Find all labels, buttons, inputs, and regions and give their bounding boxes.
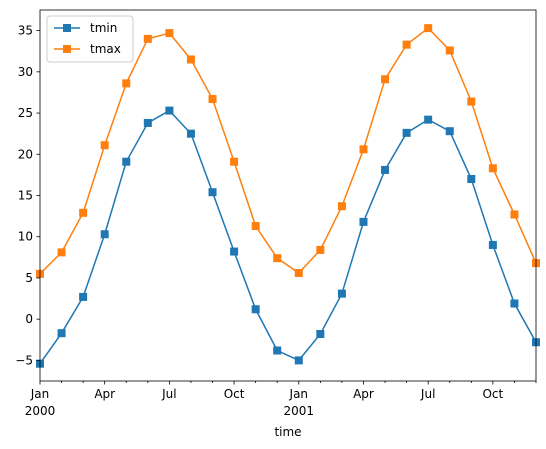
x-tick-label: Apr bbox=[94, 387, 115, 401]
data-point bbox=[402, 128, 411, 137]
y-tick-label: 15 bbox=[18, 189, 33, 203]
x-tick-label: Jan bbox=[289, 387, 309, 401]
data-point bbox=[424, 115, 433, 124]
data-point bbox=[186, 129, 195, 138]
series-line bbox=[39, 27, 537, 275]
data-point bbox=[359, 145, 368, 154]
data-point bbox=[273, 346, 282, 355]
data-point bbox=[316, 245, 325, 254]
data-point bbox=[251, 222, 260, 231]
x-axis-title: time bbox=[274, 425, 301, 439]
data-point bbox=[488, 164, 497, 173]
data-point bbox=[424, 24, 433, 33]
data-point bbox=[208, 95, 217, 104]
x-tick-sublabel: 2001 bbox=[284, 404, 315, 418]
legend-label: tmax bbox=[90, 42, 121, 56]
y-tick-label: −5 bbox=[15, 353, 33, 367]
x-tick-label: Jan bbox=[30, 387, 50, 401]
data-point bbox=[337, 202, 346, 211]
legend: tmin tmax bbox=[46, 15, 134, 63]
y-tick-label: 10 bbox=[18, 230, 33, 244]
data-point bbox=[381, 165, 390, 174]
data-point bbox=[294, 356, 303, 365]
series-tmax bbox=[36, 24, 540, 278]
data-point bbox=[251, 305, 260, 314]
legend-label: tmin bbox=[90, 21, 117, 35]
y-tick-label: 35 bbox=[18, 24, 33, 38]
data-point bbox=[230, 157, 239, 166]
legend-item-tmin: tmin bbox=[54, 21, 117, 35]
data-point bbox=[165, 29, 174, 38]
data-point bbox=[100, 230, 109, 239]
series-tmin bbox=[36, 106, 540, 368]
axes-frame bbox=[39, 9, 537, 382]
data-point bbox=[57, 248, 66, 257]
data-point bbox=[230, 247, 239, 256]
x-tick-sublabel: 2000 bbox=[25, 404, 56, 418]
series-line bbox=[39, 109, 537, 365]
x-tick-label: Jul bbox=[420, 387, 435, 401]
data-point bbox=[122, 79, 131, 88]
data-point bbox=[273, 254, 282, 263]
data-point bbox=[143, 118, 152, 127]
x-tick-label: Apr bbox=[353, 387, 374, 401]
data-point bbox=[359, 217, 368, 226]
data-point bbox=[445, 127, 454, 136]
x-tick-label: Oct bbox=[224, 387, 245, 401]
x-tick-label: Oct bbox=[482, 387, 503, 401]
data-point bbox=[510, 299, 519, 308]
series-layer bbox=[36, 24, 540, 368]
y-tick-label: 20 bbox=[18, 147, 33, 161]
data-point bbox=[143, 34, 152, 43]
data-point bbox=[467, 97, 476, 106]
data-point bbox=[316, 330, 325, 339]
y-tick-label: 0 bbox=[25, 312, 33, 326]
data-point bbox=[445, 46, 454, 55]
data-point bbox=[510, 210, 519, 219]
y-tick-label: 25 bbox=[18, 106, 33, 120]
legend-marker bbox=[63, 45, 71, 53]
data-point bbox=[100, 141, 109, 150]
data-point bbox=[467, 175, 476, 184]
y-tick-label: 5 bbox=[25, 271, 33, 285]
data-point bbox=[208, 188, 217, 197]
data-point bbox=[122, 157, 131, 166]
data-point bbox=[337, 289, 346, 298]
data-point bbox=[79, 208, 88, 217]
data-point bbox=[402, 40, 411, 49]
data-point bbox=[165, 106, 174, 115]
data-point bbox=[186, 55, 195, 64]
legend-marker bbox=[63, 24, 71, 32]
data-point bbox=[294, 268, 303, 277]
y-axis: −5 0 5 10 15 20 25 30 35 bbox=[15, 24, 40, 367]
data-point bbox=[381, 75, 390, 84]
x-tick-label: Jul bbox=[161, 387, 176, 401]
x-axis: Jan 2000 Apr Jul Oct Jan 2001 Apr Jul Oct bbox=[25, 381, 537, 418]
data-point bbox=[488, 240, 497, 249]
data-point bbox=[57, 329, 66, 338]
legend-item-tmax: tmax bbox=[54, 42, 121, 56]
y-tick-label: 30 bbox=[18, 65, 33, 79]
data-point bbox=[79, 292, 88, 301]
